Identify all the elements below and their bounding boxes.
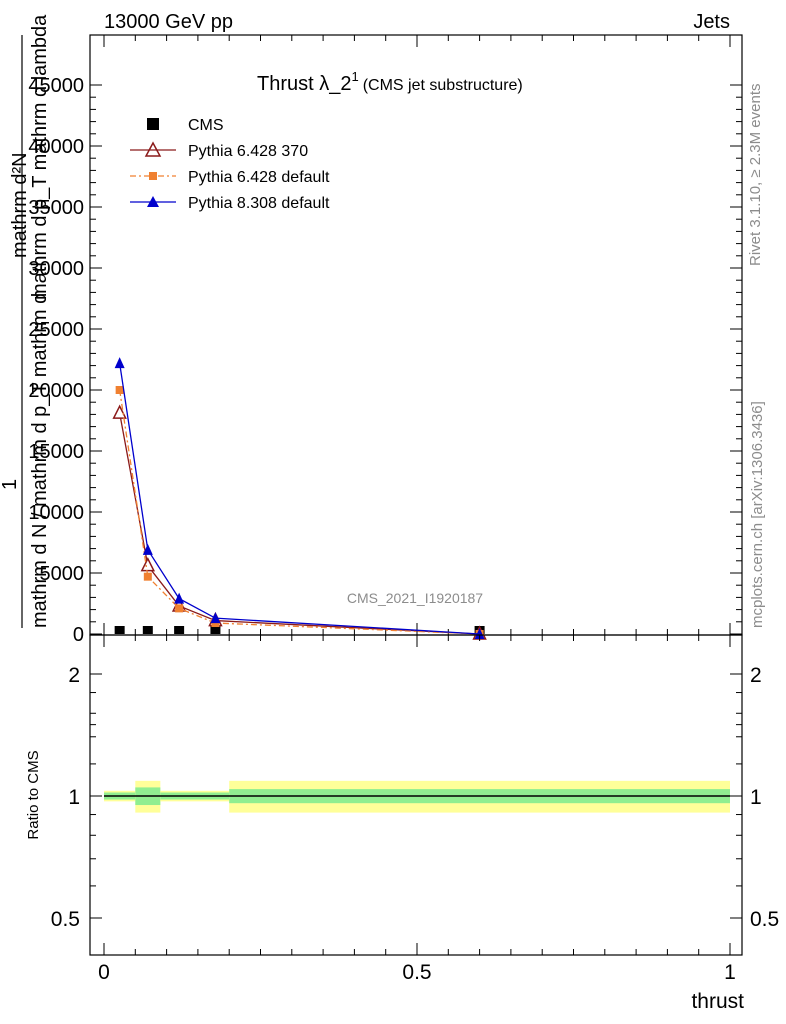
- data-point-pythia-6-428-370: [140, 557, 156, 572]
- process-label: Jets: [693, 11, 730, 33]
- mcplots-label: mcplots.cern.ch [arXiv:1306.3436]: [749, 401, 766, 628]
- x-tick-label: 0: [98, 961, 110, 984]
- data-point-cms: [142, 626, 153, 634]
- ylabel-numerator: 1: [0, 479, 21, 490]
- ratio-plot-frame: [89, 634, 743, 956]
- ylabel-mid: mathrm d p_T mathrm d lambda: [29, 14, 51, 300]
- legend-label-pythia6-default: Pythia 6.428 default: [188, 169, 330, 186]
- plot-title-superscript: 1: [351, 69, 358, 84]
- data-point-pythia-8-308-default: [114, 357, 125, 369]
- data-point-pythia-8-308-default: [210, 612, 221, 624]
- main-y-tick-label: 0: [73, 624, 84, 646]
- ylabel-top: mathrm d²N: [9, 152, 31, 258]
- data-point-pythia-6-428-370: [112, 404, 127, 419]
- main-y-tick-label: 40000: [28, 136, 84, 158]
- main-y-tick-label: 20000: [28, 380, 84, 402]
- ratio-axis-ticks: [90, 635, 742, 955]
- main-y-tick-label: 10000: [28, 502, 84, 524]
- legend-label-cms: CMS: [188, 117, 224, 134]
- main-y-tick-label: 5000: [40, 563, 85, 585]
- legend-marker-cms: [147, 118, 159, 130]
- main-y-tick-label: 30000: [28, 258, 84, 280]
- ratio-y-tick-label-left: 1: [68, 786, 80, 809]
- ratio-y-tick-labels: 0.5 0.5 1 1 2 2: [51, 664, 779, 931]
- analysis-watermark: CMS_2021_I1920187: [347, 590, 483, 606]
- data-point-pythia-6-428-default: [175, 604, 184, 613]
- ratio-y-tick-label-right: 2: [750, 664, 762, 687]
- ratio-y-tick-label-left: 2: [68, 664, 80, 687]
- x-tick-label: 1: [724, 961, 736, 984]
- legend-label-pythia6-370: Pythia 6.428 370: [188, 143, 308, 160]
- ratio-uncertainty-bands: [104, 780, 730, 813]
- x-tick-label: 0.5: [402, 961, 431, 984]
- main-y-tick-labels: 0 5000 10000 15000 20000 25000 30000 35000 40000…: [28, 75, 84, 646]
- main-y-tick-label: 45000: [28, 75, 84, 97]
- data-point-cms: [114, 626, 125, 634]
- ratio-y-tick-label-right: 1: [750, 786, 762, 809]
- data-point-pythia-6-428-default: [143, 572, 152, 581]
- legend: CMS Pythia 6.428 370 Pythia 6.428 defaul…: [130, 117, 330, 212]
- main-y-tick-label: 35000: [28, 197, 84, 219]
- data-point-pythia-6-428-default: [115, 386, 124, 394]
- data-point-cms: [210, 626, 221, 634]
- data-point-pythia-8-308-default: [142, 543, 153, 555]
- energy-label: 13000 GeV pp: [104, 11, 233, 33]
- ratio-y-axis-label: Ratio to CMS: [25, 750, 42, 839]
- ylabel-bottom: mathrm d N / mathrm d p_T mathrm d: [29, 293, 51, 628]
- rivet-version-label: Rivet 3.1.10, ≥ 2.3M events: [747, 84, 764, 267]
- legend-label-pythia8-default: Pythia 8.308 default: [188, 195, 330, 212]
- main-y-axis-label: 1 mathrm d²N mathrm d p_T mathrm d lambd…: [0, 14, 51, 628]
- legend-marker-pythia6-default: [149, 172, 157, 180]
- main-y-tick-label: 25000: [28, 319, 84, 341]
- legend-marker-pythia6-370: [144, 141, 162, 157]
- plot-title: Thrust λ_21 (CMS jet substructure): [257, 69, 523, 95]
- ratio-y-tick-label-left: 0.5: [51, 908, 80, 931]
- x-axis-label: thrust: [691, 990, 744, 1013]
- data-point-pythia-8-308-default: [174, 592, 185, 604]
- main-series: [112, 357, 487, 640]
- x-tick-labels: 0 0.5 1: [98, 961, 736, 984]
- main-y-tick-label: 15000: [28, 441, 84, 463]
- plot-subtitle: (CMS jet substructure): [363, 77, 523, 94]
- plot-title-main: Thrust λ_2: [257, 73, 351, 95]
- ratio-y-tick-label-right: 0.5: [750, 908, 779, 931]
- data-point-pythia-8-308-default: [474, 628, 485, 639]
- data-point-cms: [174, 626, 185, 634]
- legend-marker-pythia8-default: [147, 196, 159, 207]
